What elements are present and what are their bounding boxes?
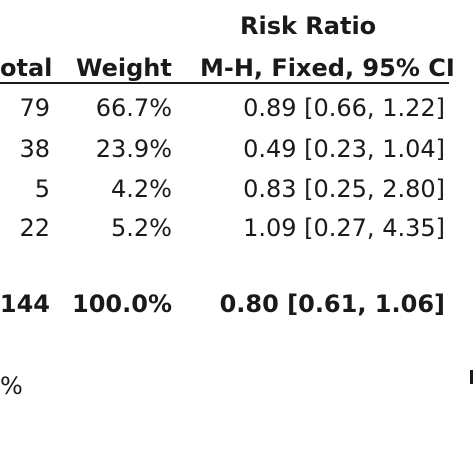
summary-weight: 100.0%	[72, 290, 172, 318]
row-total: 38	[19, 135, 50, 163]
row-weight: 23.9%	[95, 135, 172, 163]
column-header-total: otal	[0, 54, 53, 82]
column-header-weight: Weight	[76, 54, 172, 82]
row-risk-ratio: 0.89 [0.66, 1.22]	[243, 94, 445, 122]
summary-risk-ratio: 0.80 [0.61, 1.06]	[219, 290, 445, 318]
row-total: 79	[19, 94, 50, 122]
risk-ratio-group-title: Risk Ratio	[240, 12, 377, 40]
row-risk-ratio: 0.83 [0.25, 2.80]	[243, 175, 445, 203]
cropped-edge-mark	[470, 370, 473, 384]
row-risk-ratio: 0.49 [0.23, 1.04]	[243, 135, 445, 163]
row-total: 22	[19, 214, 50, 242]
column-header-method: M-H, Fixed, 95% CI	[200, 54, 455, 82]
row-risk-ratio: 1.09 [0.27, 4.35]	[243, 214, 445, 242]
row-total: 5	[34, 175, 50, 203]
footer-text-fragment: %	[0, 372, 23, 400]
row-weight: 66.7%	[95, 94, 172, 122]
header-divider-line	[0, 82, 449, 84]
row-weight: 4.2%	[111, 175, 172, 203]
summary-total: 144	[0, 290, 50, 318]
row-weight: 5.2%	[111, 214, 172, 242]
